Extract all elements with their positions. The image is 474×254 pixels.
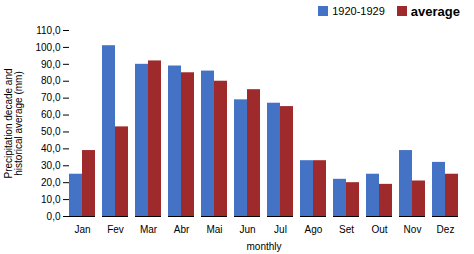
svg-text:90,0: 90,0	[41, 59, 61, 70]
svg-text:Jul: Jul	[274, 224, 287, 235]
svg-text:110,0: 110,0	[36, 25, 61, 36]
svg-text:Dez: Dez	[437, 224, 455, 235]
svg-text:20,0: 20,0	[41, 177, 61, 188]
svg-text:Fev: Fev	[107, 224, 124, 235]
svg-text:Precipitation decade andhistor: Precipitation decade andhistorical avera…	[3, 68, 24, 178]
svg-text:100,0: 100,0	[35, 42, 60, 53]
svg-text:Ago: Ago	[305, 224, 323, 235]
svg-text:0,0: 0,0	[47, 211, 61, 222]
svg-text:Abr: Abr	[174, 224, 190, 235]
svg-text:70,0: 70,0	[41, 92, 61, 103]
svg-text:Jan: Jan	[74, 224, 90, 235]
svg-text:30,0: 30,0	[41, 160, 61, 171]
svg-text:Nov: Nov	[404, 224, 422, 235]
svg-text:monthly: monthly	[246, 241, 281, 252]
svg-text:Mar: Mar	[140, 224, 158, 235]
html-text:average: average	[410, 3, 460, 19]
svg-text:60,0: 60,0	[41, 109, 61, 120]
svg-text:80,0: 80,0	[41, 75, 61, 86]
html-text:1920-1929: 1920-1929	[332, 5, 385, 17]
svg-text:40,0: 40,0	[41, 143, 61, 154]
svg-text:Out: Out	[371, 224, 387, 235]
svg-text:50,0: 50,0	[41, 126, 61, 137]
svg-text:10,0: 10,0	[41, 194, 61, 205]
svg-text:Jun: Jun	[239, 224, 255, 235]
svg-text:Mai: Mai	[206, 224, 222, 235]
svg-text:Set: Set	[339, 224, 354, 235]
